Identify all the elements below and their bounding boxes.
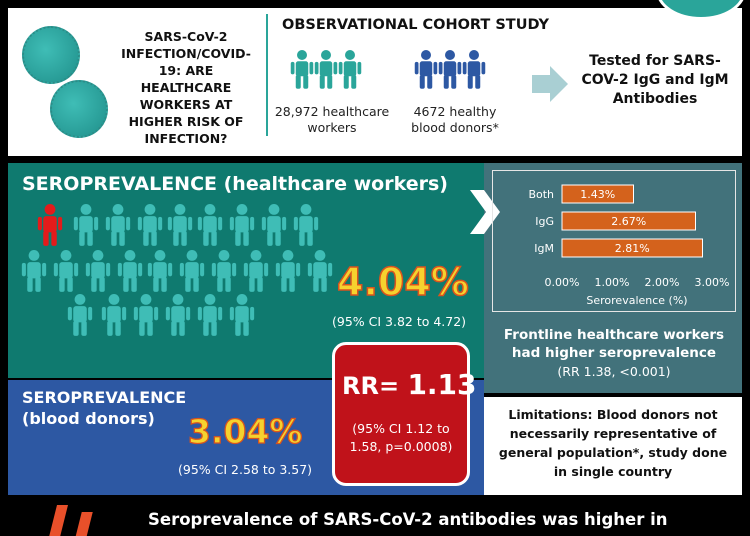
person-icon [438, 50, 462, 89]
x-tick-label: 1.00% [595, 276, 630, 289]
arrow-right-icon [532, 66, 568, 102]
x-axis-label: Serorevalence (%) [586, 294, 687, 307]
frontline-finding: Frontline healthcare workers had higher … [503, 327, 725, 361]
person-icon [167, 204, 193, 246]
person-icon [229, 204, 255, 246]
data-label: 1.43% [580, 188, 615, 201]
blood-donors-count: 4672 healthy blood donors* [411, 104, 499, 135]
relative-risk-value: RR= 1.13 [342, 368, 477, 401]
divider [266, 14, 268, 136]
person-icon [133, 294, 159, 336]
person-icon [275, 250, 301, 292]
frontline-rr: (RR 1.38, <0.001) [557, 364, 671, 379]
person-icon [73, 204, 99, 246]
limitations-panel [484, 397, 742, 495]
limitations-text: Limitations: Blood donors not necessaril… [498, 407, 728, 479]
data-label: 2.67% [611, 215, 646, 228]
data-label: 2.81% [615, 242, 650, 255]
tested-label: Tested for SARS-COV-2 IgG and IgM Antibo… [581, 53, 729, 107]
decorative-stripe [47, 505, 68, 536]
virus-icon [22, 26, 80, 84]
study-title: OBSERVATIONAL COHORT STUDY [282, 17, 549, 33]
category-label: IgM [534, 242, 554, 255]
conclusion-text: Seroprevalence of SARS-CoV-2 antibodies … [148, 510, 668, 529]
person-icon [85, 250, 111, 292]
person-icon [101, 294, 127, 336]
person-icon [147, 250, 173, 292]
x-tick-label: 3.00% [695, 276, 730, 289]
person-icon [137, 204, 163, 246]
relative-risk-box [332, 342, 470, 486]
research-question: SARS-CoV-2 INFECTION/COVID-19: ARE HEALT… [121, 29, 251, 146]
person-icon [307, 250, 333, 292]
healthcare-workers-icon [290, 50, 362, 89]
chart-frame [492, 170, 736, 312]
hcw-confidence-interval: (95% CI 3.82 to 4.72) [332, 314, 467, 329]
person-icon [105, 204, 131, 246]
donor-confidence-interval: (95% CI 2.58 to 3.57) [178, 462, 313, 477]
healthcare-workers-count: 28,972 healthcare workers [274, 104, 390, 135]
person-icon [290, 50, 314, 89]
study-overview-panel [8, 8, 742, 156]
person-icon [197, 294, 223, 336]
person-icon [414, 50, 438, 89]
hcw-title: SEROPREVALENCE (healthcare workers) [22, 173, 448, 195]
person-icon [53, 250, 79, 292]
person-icon [179, 250, 205, 292]
arrow-right-icon [470, 190, 500, 234]
virus-icon [50, 80, 108, 138]
donor-seroprevalence-value: 3.04% [187, 411, 303, 451]
person-icon [462, 50, 486, 89]
person-icon [37, 204, 63, 246]
person-icon [21, 250, 47, 292]
hcw-people-grid [21, 204, 333, 336]
person-icon [293, 204, 319, 246]
donor-title: SEROPREVALENCE (blood donors) [22, 388, 187, 428]
hcw-seroprevalence-value: 4.04% [336, 259, 469, 305]
person-icon [338, 50, 362, 89]
person-icon [117, 250, 143, 292]
x-tick-label: 2.00% [645, 276, 680, 289]
person-icon [165, 294, 191, 336]
bar [561, 184, 634, 204]
decorative-stripe [74, 512, 93, 536]
person-icon [211, 250, 237, 292]
person-icon [197, 204, 223, 246]
blood-donors-icon [414, 50, 486, 89]
antibody-bar-chart: Both 1.43% IgG 2.67% IgM 2.81% 0.00% 1.00% 2.00%… [528, 184, 730, 307]
category-label: Both [528, 188, 554, 201]
relative-risk-ci: (95% CI 1.12 to 1.58, p=0.0008) [349, 421, 453, 454]
bar [561, 238, 703, 258]
person-icon [229, 294, 255, 336]
person-icon [67, 294, 93, 336]
person-icon [243, 250, 269, 292]
x-tick-label: 0.00% [545, 276, 580, 289]
category-label: IgG [535, 215, 554, 228]
person-icon [314, 50, 338, 89]
bar [561, 211, 696, 231]
person-icon [261, 204, 287, 246]
